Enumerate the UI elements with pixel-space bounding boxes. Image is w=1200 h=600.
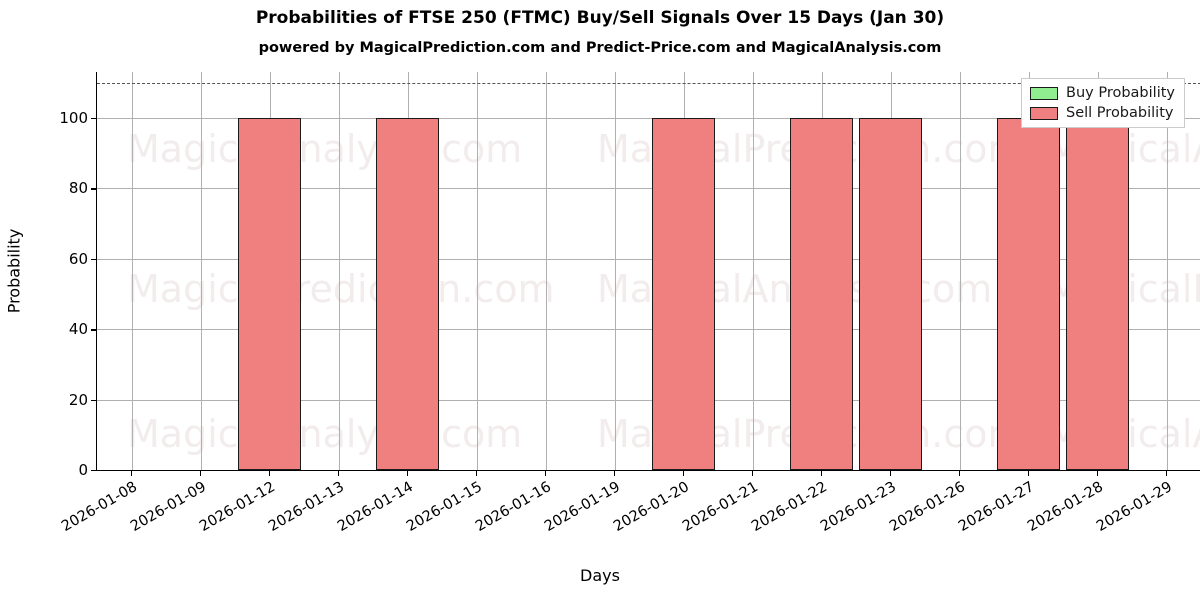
bar-sell-probability-2026-01-12 bbox=[238, 117, 301, 470]
bar-sell-probability-2026-01-27 bbox=[997, 117, 1060, 470]
x-tick-mark bbox=[544, 470, 547, 476]
x-axis-label: Days bbox=[580, 566, 620, 585]
x-tick-mark bbox=[751, 470, 754, 476]
x-tick-label: 2026-01-22 bbox=[748, 479, 830, 535]
x-tick-mark bbox=[820, 470, 823, 476]
plot-area: MagicalAnalysis.com MagicalPrediction.com… bbox=[59, 72, 1200, 535]
bar-sell-probability-2026-01-20 bbox=[652, 117, 715, 470]
legend-item-buy-probability[interactable]: Buy Probability bbox=[1030, 85, 1175, 101]
y-axis-label: Probability bbox=[4, 228, 24, 314]
x-tick-mark bbox=[889, 470, 892, 476]
y-tick-label: 20 bbox=[68, 390, 88, 409]
y-tick-label: 60 bbox=[68, 249, 88, 268]
vertical-gridline bbox=[614, 72, 616, 470]
x-tick-mark bbox=[475, 470, 478, 476]
x-tick-mark bbox=[268, 470, 271, 476]
horizontal-gridline bbox=[97, 399, 1200, 401]
vertical-gridline bbox=[131, 72, 133, 470]
watermark-text: MagicalAnalysis.com bbox=[127, 127, 523, 171]
x-tick-mark bbox=[613, 470, 616, 476]
threshold-line bbox=[97, 82, 1200, 84]
vertical-gridline bbox=[476, 72, 478, 470]
plot-inner: MagicalAnalysis.com MagicalPrediction.com… bbox=[97, 72, 1200, 470]
x-tick-mark bbox=[1096, 470, 1099, 476]
chart-legend: Buy Probability Sell Probability bbox=[1021, 78, 1185, 128]
y-tick-mark bbox=[91, 470, 97, 472]
y-tick-label: 0 bbox=[78, 461, 88, 479]
horizontal-gridline bbox=[97, 117, 1200, 119]
x-tick-label: 2026-01-20 bbox=[610, 479, 692, 535]
y-tick-mark bbox=[91, 188, 97, 190]
x-tick-mark bbox=[337, 470, 340, 476]
x-tick-label: 2026-01-08 bbox=[58, 479, 140, 535]
legend-item-sell-probability[interactable]: Sell Probability bbox=[1030, 105, 1175, 121]
vertical-gridline bbox=[959, 72, 961, 470]
chart-title: Probabilities of FTSE 250 (FTMC) Buy/Sel… bbox=[255, 8, 945, 28]
x-tick-mark bbox=[406, 470, 409, 476]
x-tick-label: 2026-01-16 bbox=[472, 479, 554, 535]
legend-swatch-icon bbox=[1030, 106, 1059, 120]
vertical-gridline bbox=[752, 72, 754, 470]
x-tick-label: 2026-01-27 bbox=[955, 479, 1037, 535]
bar-sell-probability-2026-01-14 bbox=[376, 117, 439, 470]
y-tick-label: 100 bbox=[59, 108, 88, 127]
bar-sell-probability-2026-01-22 bbox=[790, 117, 853, 470]
legend-label: Sell Probability bbox=[1066, 105, 1174, 121]
bar-sell-probability-2026-01-28 bbox=[1066, 117, 1129, 470]
vertical-gridline bbox=[545, 72, 547, 470]
vertical-gridline bbox=[200, 72, 202, 470]
horizontal-gridline bbox=[97, 329, 1200, 331]
x-tick-label: 2026-01-13 bbox=[265, 479, 347, 535]
x-tick-label: 2026-01-28 bbox=[1024, 479, 1106, 535]
x-tick-label: 2026-01-12 bbox=[196, 479, 278, 535]
vertical-gridline bbox=[1166, 72, 1168, 470]
horizontal-gridline bbox=[97, 258, 1200, 260]
horizontal-gridline bbox=[97, 188, 1200, 190]
x-tick-mark bbox=[199, 470, 202, 476]
x-tick-label: 2026-01-26 bbox=[886, 479, 968, 535]
bar-sell-probability-2026-01-23 bbox=[859, 117, 922, 470]
x-tick-label: 2026-01-21 bbox=[679, 479, 761, 535]
x-tick-label: 2026-01-19 bbox=[541, 479, 623, 535]
vertical-gridline bbox=[338, 72, 340, 470]
y-tick-mark bbox=[91, 117, 97, 120]
y-tick-mark bbox=[91, 258, 97, 261]
x-tick-label: 2026-01-14 bbox=[334, 479, 416, 535]
x-tick-label: 2026-01-15 bbox=[403, 479, 485, 535]
x-tick-mark bbox=[130, 470, 133, 476]
x-tick-label: 2026-01-09 bbox=[127, 479, 209, 535]
y-tick-mark bbox=[91, 329, 97, 331]
y-tick-mark bbox=[91, 399, 97, 401]
y-tick-label: 40 bbox=[68, 320, 88, 339]
x-tick-mark bbox=[1027, 470, 1030, 476]
x-tick-label: 2026-01-29 bbox=[1093, 479, 1175, 535]
legend-label: Buy Probability bbox=[1066, 85, 1175, 101]
chart-subtitle: powered by MagicalPrediction.com and Pre… bbox=[258, 40, 942, 56]
legend-swatch-icon bbox=[1030, 86, 1059, 100]
watermark-text: MagicalAnalysis.com bbox=[127, 412, 523, 456]
x-tick-label: 2026-01-23 bbox=[817, 479, 899, 535]
y-tick-label: 80 bbox=[68, 179, 88, 198]
x-tick-mark bbox=[958, 470, 961, 476]
x-tick-mark bbox=[1165, 470, 1168, 476]
x-tick-mark bbox=[682, 470, 685, 476]
watermark-text: MagicalPrediction.com bbox=[127, 267, 555, 311]
